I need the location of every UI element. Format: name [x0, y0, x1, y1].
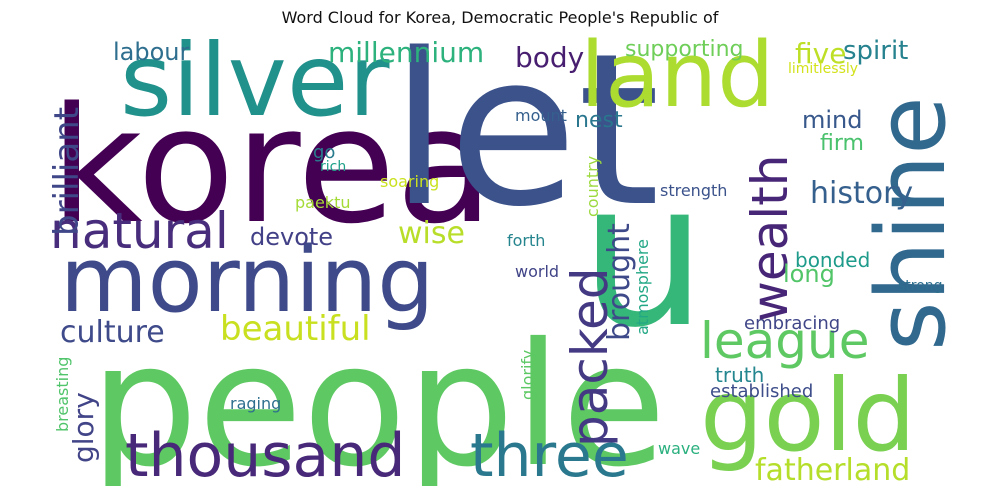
cloud-word: long [783, 260, 835, 288]
cloud-word: wealth [741, 154, 799, 322]
cloud-word: fatherland [755, 453, 911, 486]
cloud-word: embracing [744, 313, 841, 334]
cloud-word: land [580, 36, 775, 128]
cloud-word: go [313, 142, 336, 163]
cloud-word: spirit [843, 36, 909, 66]
cloud-word: nest [575, 108, 623, 133]
cloud-word: wise [398, 216, 465, 251]
cloud-word: mind [802, 106, 863, 134]
cloud-word: devote [250, 223, 334, 251]
cloud-word: labour [113, 38, 190, 66]
cloud-word: millennium [328, 36, 485, 69]
page-title: Word Cloud for Korea, Democratic People'… [281, 8, 719, 27]
cloud-word: brought [602, 223, 637, 342]
cloud-word: wave [658, 439, 701, 458]
cloud-word: body [515, 41, 585, 74]
cloud-word: brilliant [50, 106, 87, 236]
cloud-word: bonded [795, 248, 871, 272]
cloud-word: korea [50, 72, 494, 259]
cloud-word: five [795, 37, 847, 70]
cloud-word: strong [898, 278, 943, 294]
cloud-word: country [583, 156, 602, 218]
cloud-word: morning [60, 228, 435, 333]
cloud-word: soaring [380, 172, 440, 191]
cloud-word: three [470, 421, 629, 486]
cloud-word: breasting [53, 356, 72, 433]
cloud-word: firm [820, 131, 864, 156]
cloud-word: forth [507, 231, 546, 250]
cloud-word: people [90, 307, 667, 486]
cloud-word: u [580, 139, 707, 372]
cloud-word: mount [515, 106, 567, 125]
cloud-word: limitlessly [788, 61, 859, 77]
cloud-word: rich [320, 159, 347, 175]
cloud-word: league [700, 312, 870, 370]
cloud-word: gold [700, 357, 916, 474]
cloud-word: history [810, 176, 914, 211]
cloud-word: world [515, 262, 560, 281]
cloud-word: glorify [518, 350, 537, 401]
cloud-word: truth [715, 363, 765, 387]
cloud-word: established [710, 381, 814, 402]
cloud-word: atmosphere [633, 239, 652, 336]
cloud-word: strength [660, 181, 728, 200]
cloud-word: beautiful [220, 309, 371, 349]
word-cloud: korea let u people silver morning shine gold lan… [50, 36, 950, 486]
cloud-word: raging [230, 394, 282, 413]
cloud-word: shine [857, 95, 950, 351]
cloud-word: glory [67, 392, 100, 463]
cloud-word: culture [60, 315, 165, 350]
cloud-word: thousand [125, 421, 406, 486]
cloud-word: silver [120, 36, 390, 139]
cloud-word: paektu [295, 193, 351, 212]
cloud-word: natural [50, 202, 229, 260]
cloud-word: supporting [625, 37, 744, 62]
cloud-word: let [390, 36, 660, 253]
